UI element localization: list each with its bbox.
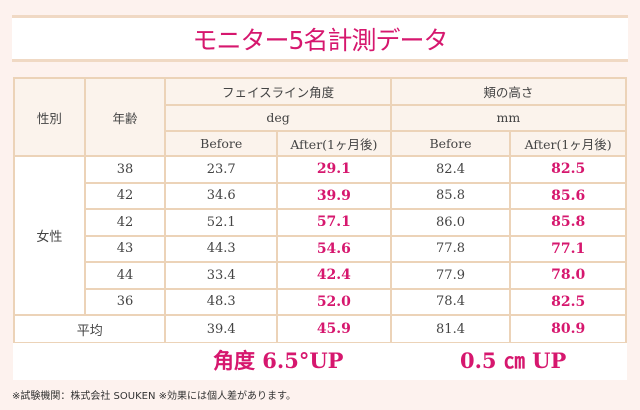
header-cheek: 頬の高さ (389, 77, 628, 106)
cheek-before: 85.8 (389, 181, 512, 210)
avg-cheek-after: 80.9 (509, 314, 627, 344)
cheek-after: 77.1 (509, 234, 627, 263)
page-title: モニター5名計測データ (192, 25, 449, 55)
angle-after: 54.6 (276, 234, 392, 263)
age-cell: 42 (83, 181, 167, 210)
table-row: 42 34.6 39.9 85.8 85.6 (14, 181, 627, 210)
angle-after: 57.1 (276, 208, 392, 237)
angle-after: 39.9 (276, 181, 392, 210)
cheek-after: 78.0 (509, 261, 627, 290)
result-cheek: 0.5 ㎝ UP (460, 348, 567, 373)
table-row: 女性 38 23.7 29.1 82.4 82.5 (13, 155, 627, 316)
cheek-before: 82.4 (389, 155, 512, 184)
cheek-after: 82.5 (509, 287, 627, 316)
angle-after: 29.1 (276, 155, 392, 184)
angle-after: 52.0 (276, 287, 392, 316)
avg-angle-after: 45.9 (276, 314, 392, 344)
angle-before: 44.3 (164, 234, 279, 263)
header-after: After(1ヶ月後) (509, 129, 627, 157)
header-before: Before (164, 129, 279, 157)
table-row: 42 52.1 57.1 86.0 85.8 (14, 208, 627, 237)
table-row: 36 48.3 52.0 78.4 82.5 (14, 287, 627, 316)
age-cell: 44 (83, 261, 167, 290)
cheek-before: 77.8 (389, 234, 512, 263)
angle-after: 42.4 (276, 261, 392, 290)
table-row: 43 44.3 54.6 77.8 77.1 (14, 234, 627, 263)
unit-mm: mm (389, 104, 628, 132)
footnote: ※試験機関：株式会社 SOUKEN ※効果には個人差があります。 (12, 391, 297, 402)
header-angle: フェイスライン角度 (164, 77, 392, 106)
age-cell: 38 (83, 155, 167, 184)
angle-before: 33.4 (164, 261, 279, 290)
result-band: 角度 6.5°UP 0.5 ㎝ UP (13, 343, 627, 380)
header-age: 年齢 (83, 77, 167, 157)
cheek-after: 85.8 (509, 208, 627, 237)
cheek-before: 86.0 (389, 208, 512, 237)
average-row: 平均 39.4 45.9 81.4 80.9 (12, 314, 627, 344)
age-cell: 43 (83, 234, 167, 263)
header-before: Before (389, 129, 512, 157)
angle-before: 23.7 (164, 155, 279, 184)
header-after: After(1ヶ月後) (276, 129, 392, 157)
cheek-before: 78.4 (389, 287, 512, 316)
avg-cheek-before: 81.4 (389, 314, 512, 344)
avg-angle-before: 39.4 (164, 314, 279, 344)
title-band: モニター5名計測データ (12, 15, 628, 62)
header-gender: 性別 (13, 77, 86, 157)
result-angle: 角度 6.5°UP (213, 348, 344, 373)
average-label: 平均 (12, 314, 167, 344)
angle-before: 52.1 (164, 208, 279, 237)
gender-cell: 女性 (13, 155, 86, 316)
angle-before: 48.3 (164, 287, 279, 316)
cheek-after: 82.5 (509, 155, 627, 184)
monitor-data-table: 性別 年齢 フェイスライン角度 頬の高さ deg mm Before After(1ヶ月後… (12, 77, 628, 344)
age-cell: 36 (83, 287, 167, 316)
unit-deg: deg (164, 104, 392, 132)
table-row: 44 33.4 42.4 77.9 78.0 (14, 261, 627, 290)
cheek-after: 85.6 (509, 181, 627, 210)
angle-before: 34.6 (164, 181, 279, 210)
age-cell: 42 (83, 208, 167, 237)
cheek-before: 77.9 (389, 261, 512, 290)
